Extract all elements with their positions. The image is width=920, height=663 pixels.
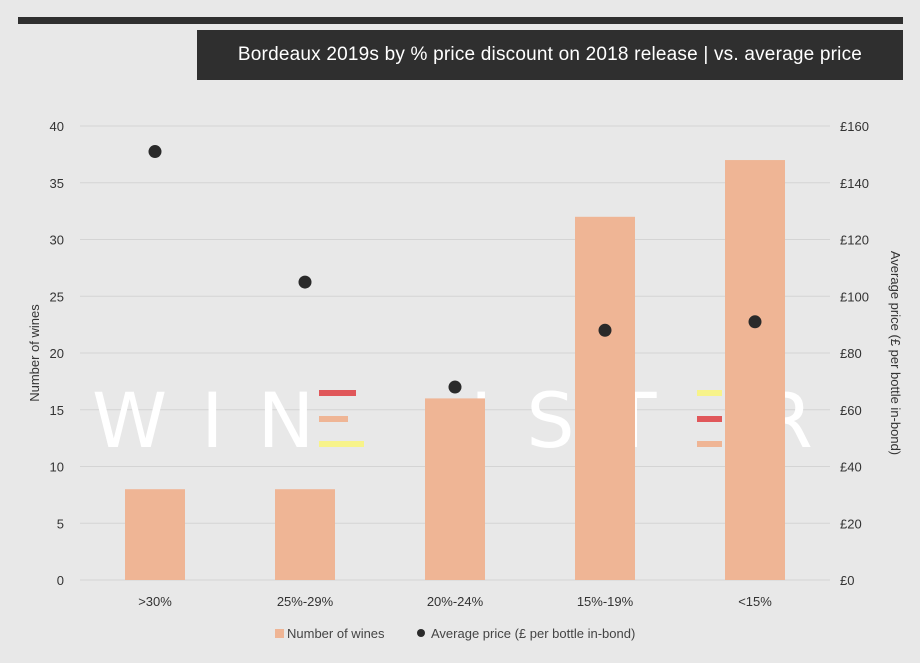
watermark-bar bbox=[697, 441, 722, 447]
bar-4 bbox=[725, 160, 785, 581]
legend-dot-swatch bbox=[417, 629, 425, 637]
price-point-4 bbox=[748, 315, 762, 329]
price-point-0 bbox=[148, 145, 162, 159]
left-tick-label: 5 bbox=[57, 516, 64, 531]
legend-dot-label: Average price (£ per bottle in-bond) bbox=[431, 626, 635, 641]
right-axis-title: Average price (£ per bottle in-bond) bbox=[888, 251, 903, 455]
watermark-bar bbox=[319, 441, 364, 447]
watermark-bar bbox=[319, 390, 356, 396]
x-tick-label: <15% bbox=[738, 594, 772, 609]
left-axis-title: Number of wines bbox=[27, 304, 42, 402]
left-tick-label: 15 bbox=[50, 403, 64, 418]
right-tick-label: £160 bbox=[840, 119, 869, 134]
watermark-bar bbox=[319, 416, 348, 422]
bar-2 bbox=[425, 398, 485, 580]
right-tick-label: £80 bbox=[840, 346, 862, 361]
x-tick-label: 20%-24% bbox=[427, 594, 484, 609]
price-point-2 bbox=[448, 380, 462, 394]
left-tick-label: 40 bbox=[50, 119, 64, 134]
right-tick-label: £20 bbox=[840, 516, 862, 531]
left-tick-label: 20 bbox=[50, 346, 64, 361]
chart-title: Bordeaux 2019s by % price discount on 20… bbox=[197, 30, 903, 80]
right-tick-label: £120 bbox=[840, 233, 869, 248]
left-tick-label: 35 bbox=[50, 176, 64, 191]
left-tick-label: 10 bbox=[50, 460, 64, 475]
right-tick-label: £60 bbox=[840, 403, 862, 418]
left-tick-label: 25 bbox=[50, 289, 64, 304]
legend-bar-label: Number of wines bbox=[287, 626, 385, 641]
watermark-bar bbox=[697, 416, 722, 422]
right-tick-label: £140 bbox=[840, 176, 869, 191]
left-tick-label: 0 bbox=[57, 573, 64, 588]
watermark-text-left: WIN bbox=[92, 376, 348, 465]
watermark-bar bbox=[697, 390, 722, 396]
right-tick-label: £40 bbox=[840, 460, 862, 475]
x-axis-ticks: >30% 25%-29% 20%-24% 15%-19% <15% bbox=[138, 594, 772, 609]
price-point-3 bbox=[598, 323, 612, 337]
x-tick-label: 25%-29% bbox=[277, 594, 334, 609]
x-tick-label: 15%-19% bbox=[577, 594, 634, 609]
left-axis-ticks: 0 5 10 15 20 25 30 35 40 bbox=[50, 119, 64, 588]
top-rule bbox=[18, 17, 903, 24]
right-tick-label: £100 bbox=[840, 289, 869, 304]
legend: Number of wines Average price (£ per bot… bbox=[275, 626, 635, 641]
bar-0 bbox=[125, 489, 185, 580]
right-tick-label: £0 bbox=[840, 573, 854, 588]
x-tick-label: >30% bbox=[138, 594, 172, 609]
price-point-1 bbox=[298, 275, 312, 289]
bar-1 bbox=[275, 489, 335, 580]
dot-series bbox=[148, 145, 762, 394]
bar-3 bbox=[575, 216, 635, 581]
bar-series bbox=[125, 160, 785, 581]
legend-bar-swatch bbox=[275, 629, 284, 638]
watermark-text-right: IS bbox=[470, 376, 609, 465]
right-axis-ticks: £0 £20 £40 £60 £80 £100 £120 £140 £160 bbox=[840, 119, 869, 588]
left-tick-label: 30 bbox=[50, 233, 64, 248]
